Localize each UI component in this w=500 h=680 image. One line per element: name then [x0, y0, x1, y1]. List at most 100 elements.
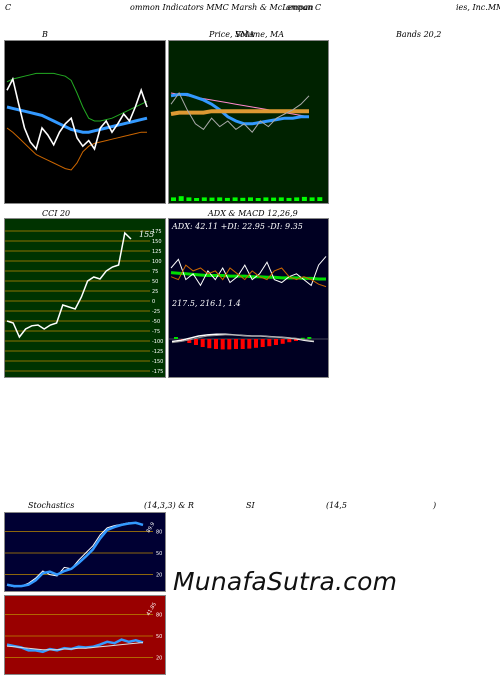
cci-panel: 175 150 125 100 75 50 25 0 -25 -50 -75 -100 -125 -150… [4, 218, 166, 378]
volume-bar [317, 197, 323, 201]
header-right: ies, Inc.MM [456, 3, 500, 12]
stoch-params: (14,3,3) & R [144, 501, 194, 510]
macd-histogram-bar [220, 339, 225, 350]
macd-histogram-bar [194, 339, 198, 345]
volume-bar [232, 197, 238, 201]
volume-bar [194, 198, 200, 201]
adx-macd-title: ADX & MACD 12,26,9 [208, 209, 298, 218]
bands-title: Bands 20,2 [396, 30, 442, 39]
volume-bar [255, 198, 261, 201]
volume-bar [178, 196, 184, 201]
macd-histogram-bar [280, 339, 285, 344]
macd-histogram-bar [174, 337, 178, 339]
volume-bar [271, 197, 277, 201]
volume-bar [224, 197, 230, 201]
macd-histogram-bar [254, 339, 258, 348]
adx-minus_di-line [170, 264, 327, 288]
cci-tick-label: -50 [152, 319, 160, 325]
cci-tick-label: -75 [152, 329, 160, 335]
price-chart [170, 92, 323, 201]
price-orange_ma-line [170, 109, 309, 116]
cci-tick-label: 75 [152, 269, 158, 275]
stoch-k-line [6, 522, 144, 588]
macd-histogram-bar [294, 339, 298, 341]
rsi-tick-label: 50 [156, 634, 162, 640]
bollinger-price-line [6, 76, 148, 151]
cci-tick-label: 0 [152, 299, 155, 305]
cci-tick-label: 100 [152, 259, 162, 265]
volume-bar [309, 197, 315, 201]
macd-histogram-bar [227, 339, 232, 350]
stoch-value-label: 89.9 [146, 521, 157, 534]
rsi-title: SI [246, 501, 255, 510]
macd-signal-line [171, 334, 315, 344]
cci-title: CCI 20 [42, 209, 71, 218]
price-sma-overlap: SMA [235, 30, 255, 39]
cci-tick-label: -150 [152, 359, 163, 365]
cci-tick-label: 125 [152, 249, 162, 255]
rsi-tick-label: 20 [156, 656, 162, 662]
macd-histogram-bar [214, 339, 218, 349]
macd-label: 217.5, 216.1, 1.4 [172, 299, 241, 308]
stoch-d-line [6, 521, 144, 588]
volume-bar [171, 197, 176, 201]
volume-bar [263, 197, 269, 201]
cci-chart: 175 150 125 100 75 50 25 0 -25 -50 -75 -100 -125 -150… [5, 229, 163, 375]
stoch-panel: 80 50 20 89.9 [4, 512, 166, 592]
header-center: ommon Indicators MMC Marsh & McLennan C [130, 3, 322, 12]
cci-tick-label: 50 [152, 279, 158, 285]
macd-histogram-bar [300, 337, 305, 339]
cci-tick-label: 150 [152, 239, 162, 245]
macd-histogram-bar [307, 337, 312, 339]
cci-value-label: 155 [139, 230, 154, 239]
macd-histogram-bar [247, 339, 252, 349]
cci-tick-label: -175 [152, 369, 163, 375]
cci-line [6, 231, 132, 339]
cci-tick-label: 25 [152, 289, 158, 295]
cci-tick-label: -125 [152, 349, 163, 355]
macd-histogram-bar [234, 339, 238, 349]
adx-macd-chart [169, 256, 328, 350]
stoch-tick-label: 80 [156, 529, 162, 535]
volume-bar [186, 197, 192, 201]
header-mid-right: ompan [286, 3, 314, 12]
volume-bar [240, 197, 246, 201]
macd-histogram-bar [240, 339, 245, 349]
bollinger-upper-line [6, 72, 148, 122]
volume-bar [201, 197, 207, 201]
stoch-chart: 80 50 20 89.9 [5, 521, 162, 588]
rsi-rsi-line [6, 638, 144, 654]
volume-bar [209, 197, 215, 201]
adx-panel: ADX: 42.11 +DI: 22.95 -DI: 9.35 217.5, 2… [168, 218, 329, 378]
cci-tick-label: 175 [152, 229, 162, 235]
price-sma-title: Price, Volume, MA [209, 30, 285, 39]
rsi-close: ) [433, 501, 437, 510]
rsi-ma-line [6, 642, 144, 651]
bollinger-middle-line [6, 105, 148, 134]
stoch-tick-label: 50 [156, 551, 162, 557]
volume-bar [217, 197, 223, 201]
watermark: MunafaSutra.com [173, 567, 398, 596]
volume-bar [278, 197, 284, 201]
volume-bar [301, 196, 307, 201]
rsi-tick-label: 80 [156, 612, 162, 618]
rsi-params: (14,5 [326, 501, 347, 510]
bollinger-panel [4, 40, 166, 204]
macd-histogram-bar [200, 339, 205, 347]
price-panel [168, 40, 329, 204]
stoch-tick-label: 20 [156, 573, 162, 579]
price-price-line [170, 92, 310, 133]
macd-histogram-bar [267, 339, 272, 347]
adx-plus_di-line [170, 256, 327, 287]
cci-tick-label: -25 [152, 309, 160, 315]
macd-histogram-bar [187, 339, 192, 343]
volume-bar [248, 197, 253, 201]
stoch-title: Stochastics [28, 501, 75, 510]
macd-histogram-bar [207, 339, 212, 349]
bollinger-chart [6, 72, 148, 171]
macd-histogram-bar [274, 339, 278, 345]
cci-tick-label: -100 [152, 339, 163, 345]
header-left: C [5, 3, 12, 12]
volume-bar [286, 197, 292, 201]
